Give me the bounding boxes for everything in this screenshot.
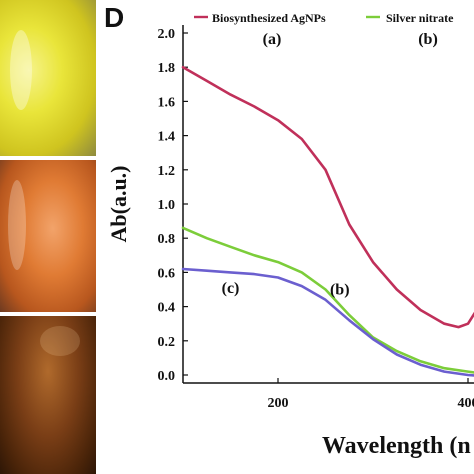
y-tick-label: 1.2 — [158, 164, 176, 179]
y-tick-label: 0.8 — [158, 232, 176, 247]
legend-label-2: Silver nitrate — [386, 11, 454, 25]
legend-label-1: Biosynthesized AgNPs — [212, 11, 326, 25]
y-tick-label: 0.4 — [158, 301, 176, 316]
x-tick-label: 400 — [458, 396, 474, 411]
series-line-2 — [181, 226, 474, 374]
yellow-flask-photo — [0, 0, 96, 156]
y-tick-label: 1.0 — [158, 198, 176, 213]
annotation-3: (c) — [222, 280, 240, 297]
y-tick-label: 1.4 — [158, 130, 176, 145]
series-line-1 — [181, 65, 474, 329]
y-tick-label: 0.6 — [158, 266, 176, 281]
y-tick-label: 0.2 — [158, 335, 176, 350]
legend-letter-1: (a) — [263, 31, 282, 48]
y-tick-label: 1.6 — [158, 95, 176, 110]
x-tick-label: 200 — [268, 396, 289, 411]
legend-letter-2: (b) — [418, 31, 438, 48]
y-axis-label: Ab(a.u.) — [106, 165, 131, 242]
y-tick-label: 0.0 — [158, 369, 176, 384]
panel-label: D — [104, 2, 125, 33]
y-tick-label: 2.0 — [158, 27, 176, 42]
orange-flask-photo — [0, 160, 96, 312]
brown-flask-photo — [0, 316, 96, 474]
y-tick-label: 1.8 — [158, 61, 176, 76]
annotation-2: (b) — [330, 282, 350, 299]
series-line-3 — [181, 267, 474, 377]
x-axis-label: Wavelength (n — [322, 433, 471, 459]
